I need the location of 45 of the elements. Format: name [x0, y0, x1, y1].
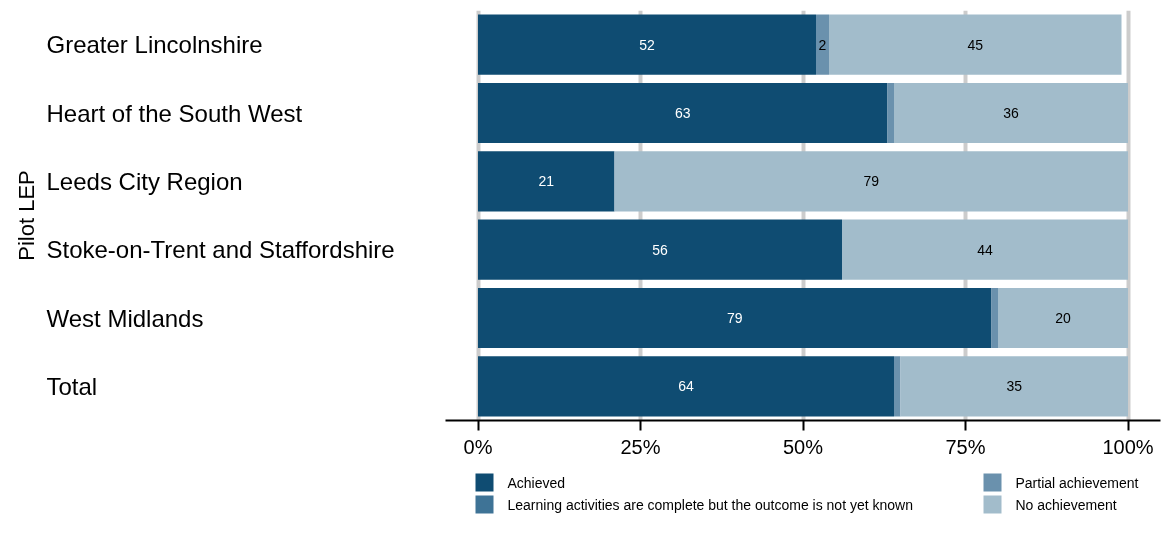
- data-label: 36: [1003, 105, 1019, 121]
- y-tick-label: Total: [46, 372, 98, 400]
- x-tick-label: 0%: [463, 435, 493, 458]
- y-tick-label: West Midlands: [46, 304, 204, 332]
- data-label: 2: [818, 36, 827, 53]
- data-label: 79: [863, 173, 880, 190]
- bar: [894, 82, 1128, 144]
- y-tick-label: Heart of the South West: [46, 99, 303, 127]
- data-label: 20: [1055, 310, 1071, 326]
- data-label: 56: [652, 241, 668, 258]
- bar: [478, 14, 816, 75]
- legend-label: Partial achievement: [1015, 474, 1139, 491]
- y-axis-title: Pilot LEP: [14, 170, 39, 261]
- x-tick-label: 100%: [1102, 435, 1154, 458]
- legend-label: Achieved: [507, 474, 566, 491]
- x-tick-label: 25%: [620, 435, 661, 458]
- bar: [887, 82, 894, 144]
- bar: [816, 14, 829, 75]
- data-label: 35: [1006, 378, 1023, 395]
- y-tick-label: Leeds City Region: [46, 167, 243, 195]
- data-label: 44: [977, 241, 993, 258]
- data-label: 63: [674, 105, 691, 121]
- bar: [900, 356, 1128, 417]
- bar: [842, 219, 1128, 280]
- y-tick-label: Stoke-on-Trent and Staffordshire: [46, 236, 395, 264]
- data-label: 21: [538, 173, 555, 190]
- bar: [991, 287, 998, 349]
- data-label: 64: [678, 378, 694, 395]
- bar: [478, 287, 992, 349]
- bar: [478, 356, 894, 417]
- x-tick-label: 75%: [945, 435, 986, 458]
- data-label: 45: [967, 36, 984, 53]
- bar: [478, 151, 615, 212]
- legend-label: Learning activities are complete but the outcome is not yet known: [507, 496, 913, 513]
- data-label: 52: [639, 36, 655, 53]
- x-tick-label: 50%: [782, 435, 824, 458]
- bar: [478, 82, 888, 144]
- bar: [998, 287, 1128, 349]
- y-tick-label: Greater Lincolnshire: [46, 31, 263, 59]
- bar: [829, 14, 1122, 75]
- legend-label: No achievement: [1015, 496, 1117, 513]
- bar: [894, 356, 901, 417]
- bar: [478, 219, 842, 280]
- data-label: 79: [726, 310, 743, 326]
- bar: [614, 151, 1128, 212]
